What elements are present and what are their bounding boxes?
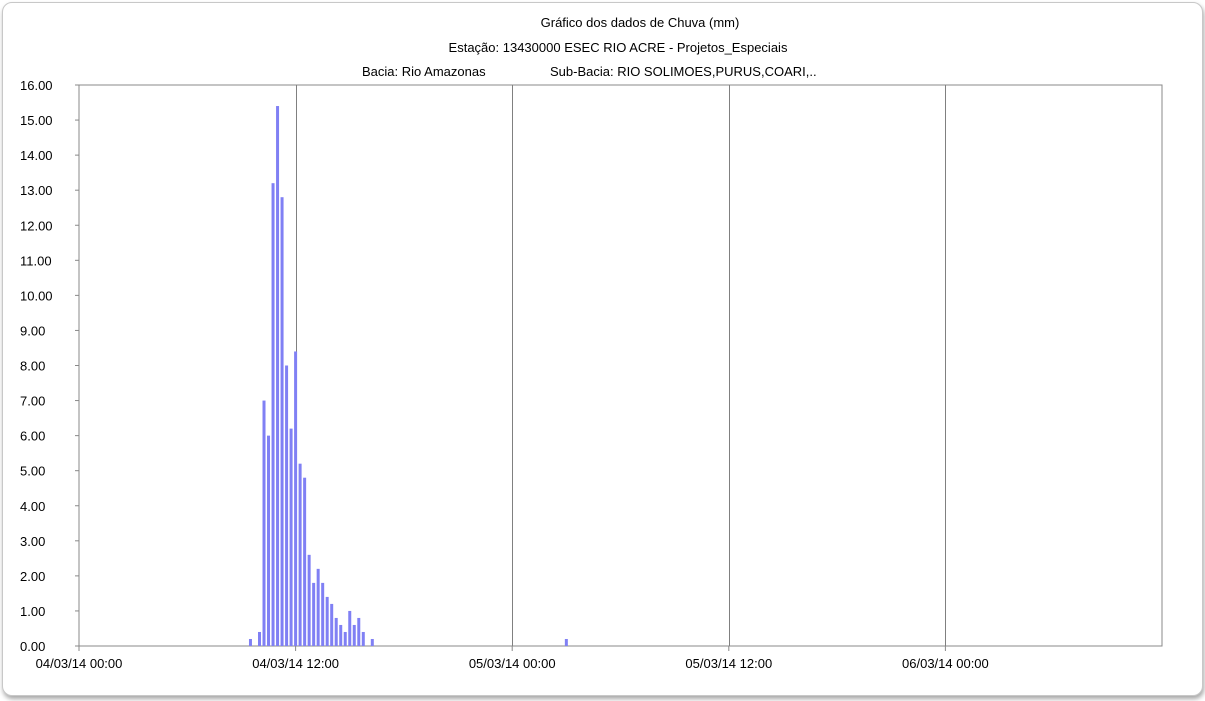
bar (285, 365, 289, 646)
bar (303, 477, 307, 646)
y-tick-label: 5.00 (20, 464, 45, 479)
y-tick-label: 6.00 (20, 429, 45, 444)
y-tick-label: 3.00 (20, 534, 45, 549)
y-tick-label: 11.00 (20, 253, 52, 268)
y-tick-label: 12.00 (20, 218, 53, 233)
x-tick-label: 06/03/14 00:00 (902, 656, 989, 671)
y-axis-ticks: 0.00 1.00 2.00 3.00 4.00 5.00 6.00 7.00 8.00 9.00… (20, 78, 79, 654)
bar (339, 624, 343, 646)
y-tick-label: 7.00 (20, 394, 45, 409)
bar (330, 603, 334, 646)
y-tick-label: 15.00 (20, 113, 53, 128)
bar (294, 351, 298, 646)
x-tick-label: 04/03/14 00:00 (36, 656, 123, 671)
chart-subtitle-station: Estação: 13430000 ESEC RIO ACRE - Projet… (449, 40, 788, 55)
bar (248, 638, 252, 646)
bar (262, 400, 266, 646)
chart-title: Gráfico dos dados de Chuva (mm) (541, 15, 740, 30)
y-tick-label: 0.00 (20, 639, 45, 654)
bar (352, 624, 356, 646)
bar (325, 596, 329, 646)
bar (348, 610, 352, 646)
plot-area (78, 84, 1163, 647)
y-tick-label: 9.00 (20, 323, 45, 338)
chart-subtitle-basin: Bacia: Rio Amazonas (362, 64, 486, 79)
bar (271, 183, 275, 646)
bar (361, 631, 365, 646)
bar (298, 463, 302, 646)
y-tick-label: 14.00 (20, 148, 53, 163)
bar (370, 638, 374, 646)
x-tick-label: 05/03/14 00:00 (469, 656, 556, 671)
y-tick-label: 4.00 (20, 499, 45, 514)
x-tick-label: 04/03/14 12:00 (252, 656, 339, 671)
chart-subtitle-subbasin: Sub-Bacia: RIO SOLIMOES,PURUS,COARI,.. (550, 64, 817, 79)
bar (280, 197, 284, 646)
bar (343, 631, 347, 646)
bar (316, 568, 320, 646)
bar (258, 631, 261, 646)
y-tick-label: 2.00 (20, 569, 45, 584)
y-tick-label: 8.00 (20, 359, 45, 374)
y-tick-label: 16.00 (20, 78, 53, 93)
bar (312, 582, 316, 646)
bar-series (248, 106, 568, 647)
bar (564, 638, 568, 646)
y-tick-label: 10.00 (20, 288, 53, 303)
bar (307, 554, 311, 646)
x-tick-label: 05/03/14 12:00 (685, 656, 772, 671)
y-tick-label: 13.00 (20, 183, 53, 198)
bar (276, 106, 280, 647)
bar (267, 435, 271, 647)
y-tick-label: 1.00 (20, 604, 45, 619)
bar (321, 582, 325, 646)
x-axis-ticks: 04/03/14 00:00 04/03/14 12:00 05/03/14 00:… (36, 646, 989, 671)
bar (334, 617, 338, 646)
bar (357, 617, 361, 646)
bar (289, 428, 293, 646)
